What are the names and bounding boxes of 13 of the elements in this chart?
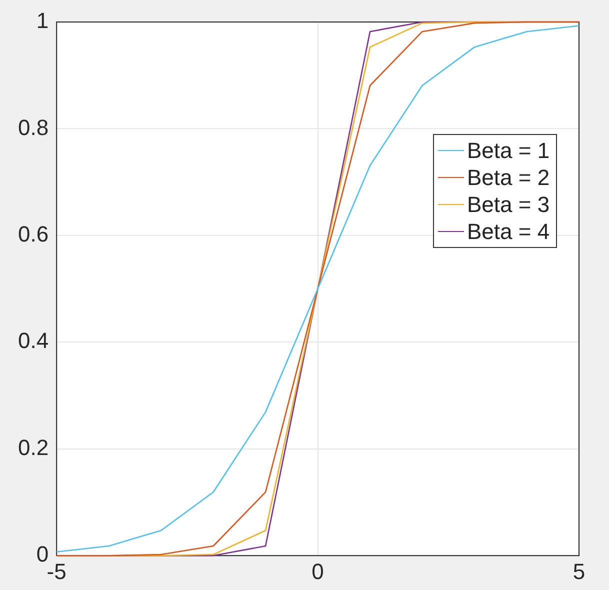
legend-label: Beta = 4 [467, 218, 550, 245]
x-tick-label: -5 [46, 558, 66, 584]
legend-label: Beta = 3 [467, 191, 550, 218]
y-tick-label: 0.2 [18, 434, 49, 460]
y-tick-label: 0.4 [18, 328, 49, 354]
legend-label: Beta = 1 [467, 137, 550, 164]
x-tick-label: 5 [572, 558, 586, 584]
y-tick-label: 1 [36, 8, 49, 34]
x-tick-label: 0 [312, 558, 324, 584]
y-tick-label: 0.8 [18, 114, 49, 140]
y-tick-label: 0.6 [18, 222, 49, 247]
y-tick-label: 0 [36, 542, 49, 567]
legend-label: Beta = 2 [467, 164, 550, 191]
